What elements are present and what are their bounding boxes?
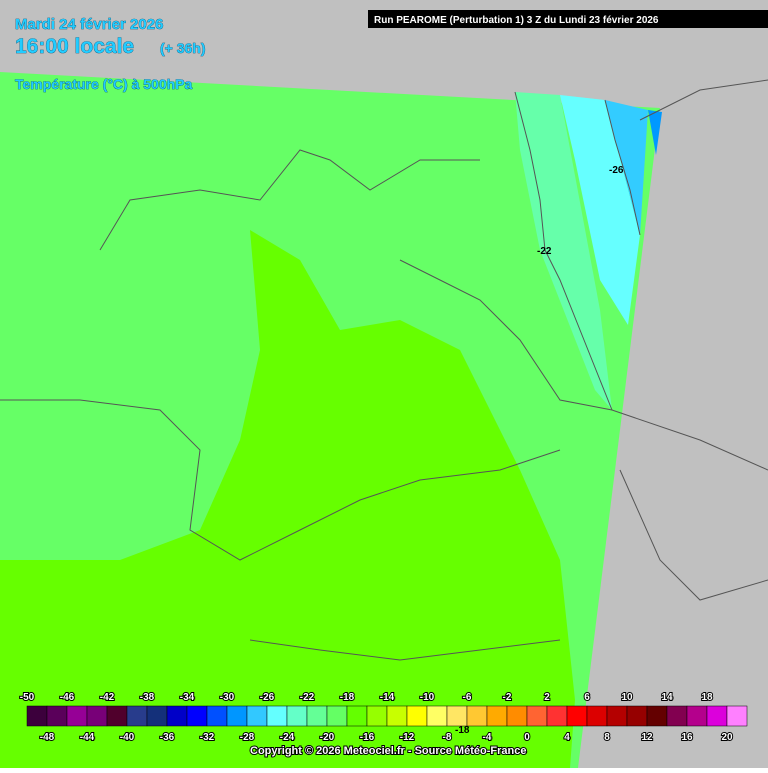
legend-label: -32 <box>200 732 215 743</box>
legend-label: -28 <box>240 732 255 743</box>
legend-swatch <box>486 705 508 727</box>
legend-swatch <box>26 705 48 727</box>
run-box <box>368 10 768 28</box>
legend-swatch <box>706 705 728 727</box>
legend-label: -4 <box>483 732 492 743</box>
legend-label: -24 <box>280 732 295 743</box>
legend-label: 8 <box>604 732 610 743</box>
legend-label: -26 <box>260 692 275 703</box>
legend-label: 14 <box>661 692 673 703</box>
parameter: Température (°C) à 500hPa <box>15 76 193 92</box>
legend-swatch <box>226 705 248 727</box>
legend-swatch <box>446 705 468 727</box>
legend-swatch <box>266 705 288 727</box>
legend-swatch <box>366 705 388 727</box>
legend-swatch <box>686 705 708 727</box>
date: Mardi 24 février 2026 <box>15 16 163 33</box>
legend-swatch <box>526 705 548 727</box>
legend-label: 12 <box>641 732 653 743</box>
zone-24 <box>560 95 640 325</box>
lead: (+ 36h) <box>160 40 206 56</box>
legend-swatch <box>666 705 688 727</box>
legend-label: -44 <box>80 732 95 743</box>
border <box>619 469 768 601</box>
legend-label: -48 <box>40 732 55 743</box>
legend-label: -6 <box>463 692 472 703</box>
legend-swatch <box>386 705 408 727</box>
legend-swatch <box>186 705 208 727</box>
border <box>0 399 561 561</box>
zone-28 <box>648 110 662 155</box>
zone-22 <box>515 92 612 410</box>
legend-swatch <box>566 705 588 727</box>
legend-swatch <box>546 705 568 727</box>
legend-label: -12 <box>400 732 415 743</box>
legend-label: -14 <box>380 692 395 703</box>
legend-label: -40 <box>120 732 135 743</box>
legend-swatch <box>606 705 628 727</box>
legend-label: -8 <box>443 732 452 743</box>
legend-label: -10 <box>420 692 435 703</box>
border <box>399 259 768 471</box>
legend-swatch <box>46 705 68 727</box>
legend-swatch <box>106 705 128 727</box>
legend-label: -22 <box>300 692 315 703</box>
legend-swatch <box>506 705 528 727</box>
legend-swatch <box>306 705 328 727</box>
contour-label: -26 <box>609 165 624 176</box>
coastline <box>99 149 480 251</box>
legend-label: -30 <box>220 692 235 703</box>
isotherm <box>514 91 613 411</box>
border <box>249 639 561 661</box>
legend-label: 10 <box>621 692 633 703</box>
legend-label: 0 <box>524 732 530 743</box>
legend-swatch <box>246 705 268 727</box>
legend-swatch <box>166 705 188 727</box>
isotherm <box>604 99 641 236</box>
run: Run PEAROME (Perturbation 1) 3 Z du Lund… <box>374 15 659 26</box>
legend-swatch <box>346 705 368 727</box>
contour-label: -22 <box>537 246 552 257</box>
legend-swatch <box>626 705 648 727</box>
legend-label: -46 <box>60 692 75 703</box>
legend-label: 2 <box>544 692 550 703</box>
legend-swatch <box>586 705 608 727</box>
legend-label: 6 <box>584 692 590 703</box>
time: 16:00 locale <box>15 35 134 58</box>
legend-label: -38 <box>140 692 155 703</box>
legend-swatch <box>726 705 748 727</box>
legend-swatch <box>646 705 668 727</box>
coastline <box>639 79 768 121</box>
legend-swatch <box>146 705 168 727</box>
legend-swatch <box>466 705 488 727</box>
legend-swatch <box>126 705 148 727</box>
copyright: Copyright © 2026 Meteociel.fr - Source M… <box>250 745 526 757</box>
legend-swatch <box>286 705 308 727</box>
legend-label: -42 <box>100 692 115 703</box>
legend-label: -2 <box>503 692 512 703</box>
legend-label: -16 <box>360 732 375 743</box>
legend-label: 4 <box>564 732 570 743</box>
legend-label: 18 <box>701 692 713 703</box>
contour-label: -18 <box>455 725 470 736</box>
legend-label: -36 <box>160 732 175 743</box>
legend-label: -34 <box>180 692 195 703</box>
legend-label: -20 <box>320 732 335 743</box>
legend-label: -50 <box>20 692 35 703</box>
legend-swatch <box>206 705 228 727</box>
legend-swatch <box>326 705 348 727</box>
legend-swatch <box>66 705 88 727</box>
legend-label: 20 <box>721 732 733 743</box>
legend-label: -18 <box>340 692 355 703</box>
domain-warm <box>0 230 575 768</box>
zone-26 <box>605 100 648 235</box>
legend-swatch <box>86 705 108 727</box>
legend-label: 16 <box>681 732 693 743</box>
legend-swatch <box>426 705 448 727</box>
legend-swatch <box>406 705 428 727</box>
